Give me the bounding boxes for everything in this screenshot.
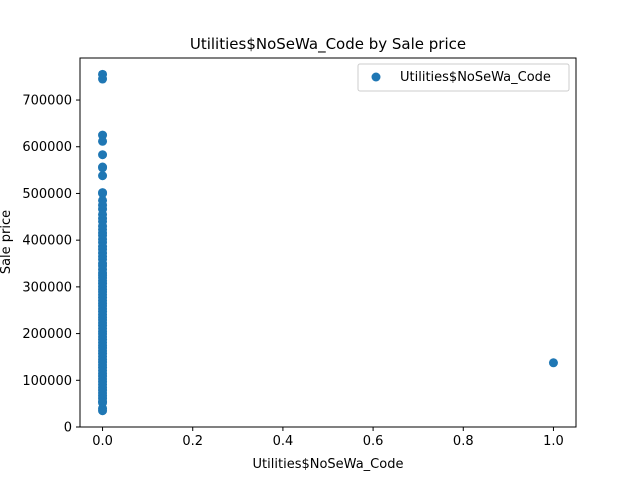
y-tick-label: 0	[64, 421, 72, 436]
y-tick-label: 300000	[22, 280, 72, 295]
data-point	[98, 188, 108, 198]
x-tick-label: 0.6	[363, 434, 384, 449]
x-tick-label: 0.4	[273, 434, 294, 449]
chart-title: Utilities$NoSeWa_Code by Sale price	[190, 35, 466, 54]
y-axis: 0 100000 200000 300000 400000 500000 600000 700…	[22, 94, 80, 436]
y-tick-label: 200000	[22, 327, 72, 342]
x-axis-label: Utilities$NoSeWa_Code	[253, 457, 404, 472]
x-tick-label: 1.0	[543, 434, 564, 449]
points-layer	[98, 69, 558, 416]
plot-area-frame	[79, 57, 577, 428]
y-axis-label: Sale price	[0, 210, 14, 274]
x-axis: 0.0 0.2 0.4 0.6 0.8 1.0	[92, 427, 564, 449]
data-point	[98, 163, 108, 173]
y-tick-label: 400000	[22, 234, 72, 249]
x-tick-label: 0.0	[92, 434, 113, 449]
data-point	[98, 130, 108, 140]
x-tick-label: 0.2	[182, 434, 203, 449]
legend-label: Utilities$NoSeWa_Code	[400, 70, 551, 85]
y-tick-label: 500000	[22, 187, 72, 202]
y-tick-label: 600000	[22, 140, 72, 155]
legend: Utilities$NoSeWa_Code	[357, 63, 570, 92]
data-point	[98, 74, 108, 84]
data-point	[98, 406, 108, 416]
x-tick-label: 0.8	[453, 434, 474, 449]
data-point	[548, 358, 558, 368]
y-tick-label: 700000	[22, 94, 72, 109]
data-point	[98, 150, 108, 160]
data-point	[98, 136, 108, 146]
legend-marker	[371, 72, 381, 82]
y-tick-label: 100000	[22, 374, 72, 389]
data-point	[98, 171, 108, 181]
legend-box	[357, 63, 570, 92]
